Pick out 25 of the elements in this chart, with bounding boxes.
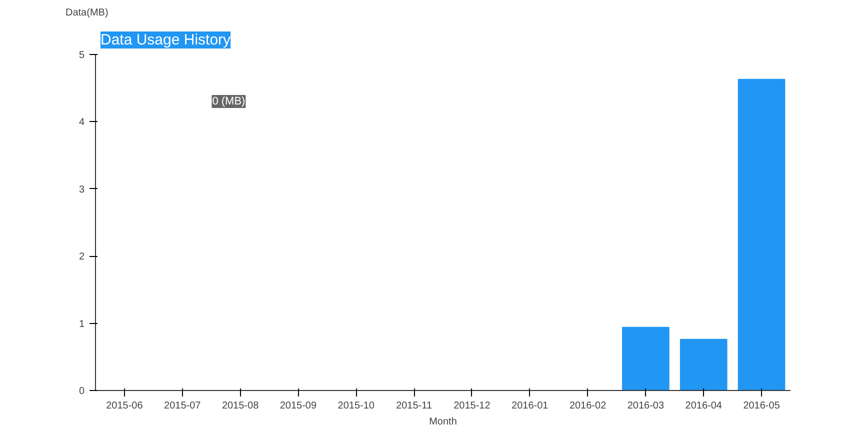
bar	[680, 338, 728, 390]
x-tick-label: 2016-02	[569, 400, 607, 412]
y-tick-label: 3	[78, 184, 85, 196]
bar	[738, 78, 786, 390]
x-tick-label: 2016-01	[512, 400, 549, 412]
y-tick-label: 0	[78, 386, 85, 397]
x-tick-label: 2015-12	[454, 400, 491, 412]
x-tick-label: 2015-07	[164, 400, 202, 412]
x-tick-label: 2015-10	[338, 400, 375, 412]
chart-title: Data Usage History	[100, 32, 232, 48]
x-tick-label: 2015-08	[222, 400, 260, 412]
y-axis-title: Data(MB)	[66, 8, 108, 18]
x-axis-title: Month	[429, 416, 457, 428]
bar	[622, 326, 670, 390]
x-tick-label: 2016-05	[743, 400, 780, 412]
x-tick-label: 2015-06	[106, 400, 144, 412]
y-tick-label: 1	[78, 318, 85, 330]
x-tick-label: 2015-11	[396, 400, 432, 412]
y-tick-label: 5	[78, 50, 85, 61]
x-tick-label: 2016-04	[685, 400, 722, 412]
x-tick-label: 2016-03	[627, 400, 664, 412]
x-tick-label: 2015-09	[280, 400, 317, 412]
annotation: 0 (MB)	[212, 96, 246, 108]
y-tick-label: 2	[78, 252, 85, 263]
y-tick-label: 4	[78, 117, 85, 128]
